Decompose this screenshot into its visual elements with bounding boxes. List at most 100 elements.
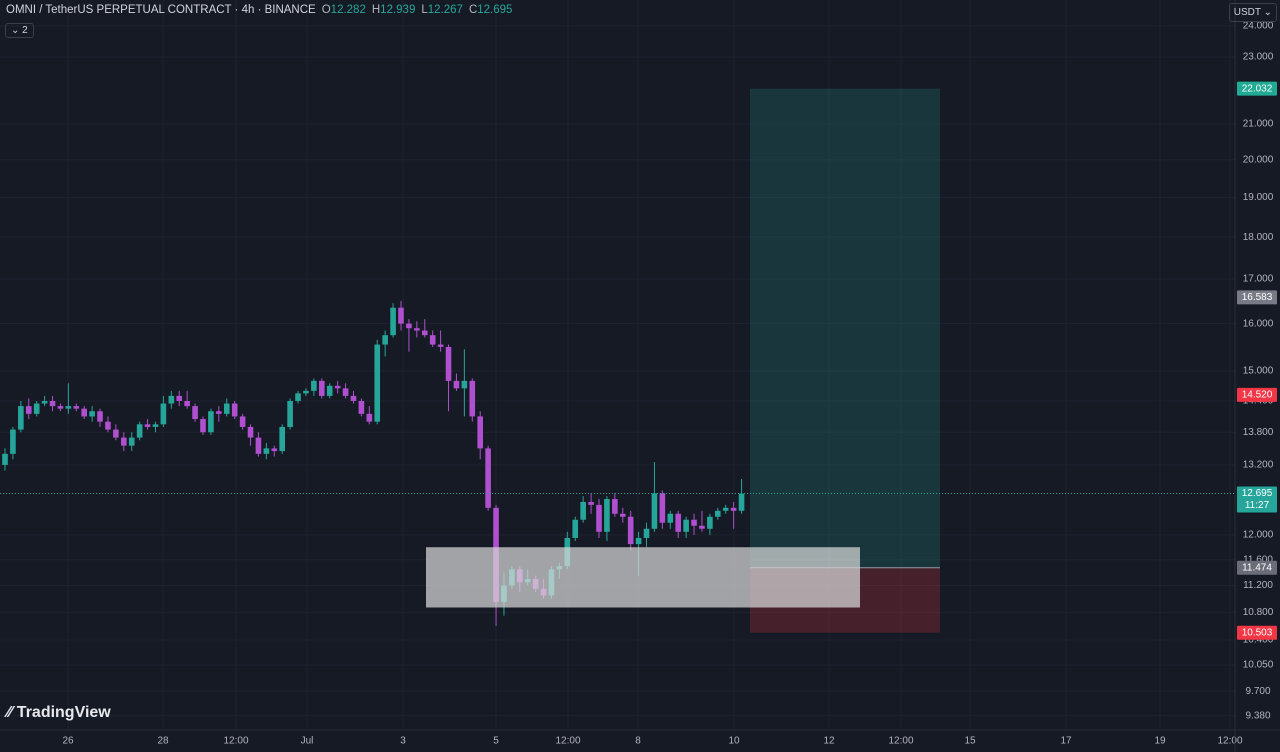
- supply-zone: [426, 547, 860, 608]
- candle-body: [453, 380, 460, 389]
- candle-body: [612, 499, 618, 514]
- x-tick-label: 28: [157, 736, 169, 747]
- price-badge-label: 14.520: [1242, 390, 1273, 401]
- candle-body: [730, 507, 737, 511]
- candle-body: [247, 426, 254, 438]
- candle-body: [588, 501, 594, 505]
- y-tick-label: 16.000: [1243, 318, 1274, 329]
- candle-body: [263, 448, 270, 454]
- candle-body: [627, 516, 634, 545]
- y-tick-label: 20.000: [1243, 154, 1274, 165]
- candle-body: [33, 403, 40, 414]
- candle-body: [635, 537, 642, 545]
- y-tick-label: 19.000: [1243, 192, 1274, 203]
- ohlc-key: O: [321, 4, 331, 16]
- x-tick-label: 5: [493, 736, 499, 747]
- price-badge-label: 22.032: [1242, 83, 1273, 94]
- y-tick-label: 9.700: [1245, 686, 1270, 697]
- indicator-count: 2: [22, 25, 28, 36]
- candle-body: [738, 493, 745, 511]
- candle-body: [604, 499, 610, 532]
- candle-body: [414, 328, 420, 331]
- candle-body: [659, 493, 666, 523]
- candle-body: [97, 411, 103, 422]
- candle-body: [2, 453, 8, 465]
- candle-body: [311, 380, 317, 391]
- candle-body: [390, 307, 396, 336]
- candle-body: [421, 330, 428, 336]
- y-tick-label: 15.000: [1243, 366, 1274, 377]
- candle-body: [350, 395, 357, 401]
- candle-body: [216, 411, 222, 414]
- candle-body: [580, 501, 586, 520]
- x-tick-label: 26: [62, 736, 74, 747]
- currency: USDT: [1233, 7, 1261, 18]
- candle-body: [675, 513, 681, 532]
- candle-body: [121, 437, 127, 446]
- candle-body: [722, 507, 729, 511]
- price-badge: [1237, 81, 1277, 96]
- candle-body: [469, 380, 476, 417]
- candle-body: [223, 403, 230, 414]
- candle-body: [25, 406, 32, 414]
- x-tick-label: 12: [823, 736, 835, 747]
- candle-body: [271, 448, 278, 452]
- candle-body: [160, 403, 167, 425]
- candle-body: [342, 388, 349, 396]
- candle-body: [287, 400, 293, 427]
- candle-body: [113, 429, 119, 438]
- candle-body: [319, 380, 325, 396]
- y-tick-label: 11.600: [1243, 554, 1273, 565]
- x-tick-label: 12:00: [555, 736, 580, 747]
- candle-body: [691, 519, 697, 526]
- currency-select[interactable]: USDT ⌄: [1228, 3, 1277, 22]
- brand: ⁄⁄ TradingView: [7, 704, 111, 721]
- candle-body: [382, 335, 388, 345]
- ohlc-value: 12.267: [427, 4, 463, 16]
- x-tick-label: 12:00: [223, 736, 248, 747]
- candle-body: [208, 411, 214, 433]
- candle-body: [57, 406, 64, 409]
- ohlc-value: 12.939: [380, 4, 416, 16]
- price-badge-label: 16.583: [1242, 292, 1273, 303]
- indicator-toggle[interactable]: ⌄ 2: [5, 23, 34, 38]
- candle-body: [255, 437, 262, 454]
- x-tick-label: 12:00: [888, 736, 913, 747]
- candle-body: [136, 424, 143, 438]
- x-tick-label: 12:00: [1217, 736, 1242, 747]
- candle-body: [366, 413, 373, 422]
- ohlc-key: C: [468, 4, 478, 16]
- symbol[interactable]: OMNI / TetherUS PERPETUAL CONTRACT · 4h …: [6, 4, 316, 16]
- candle-body: [374, 344, 381, 422]
- candle-body: [358, 400, 365, 414]
- x-tick-label: 15: [964, 736, 976, 747]
- candle-body: [406, 323, 412, 329]
- candle-body: [437, 344, 444, 347]
- candle-body: [49, 400, 56, 407]
- brand-text: TradingView: [16, 704, 111, 721]
- candle-body: [707, 516, 713, 529]
- candle-body: [231, 403, 238, 417]
- candle-body: [699, 525, 705, 529]
- y-tick-label: 24.000: [1243, 20, 1274, 31]
- candle-body: [596, 504, 602, 532]
- candle-body: [279, 426, 285, 452]
- candle-body: [651, 493, 658, 529]
- candle-body: [326, 385, 333, 396]
- candle-body: [445, 346, 452, 381]
- y-tick-label: 10.800: [1243, 607, 1274, 618]
- price-badge-label: 11.474: [1242, 562, 1272, 573]
- x-tick-label: 8: [635, 736, 641, 747]
- y-tick-label: 21.000: [1243, 119, 1274, 130]
- candle-body: [683, 519, 689, 532]
- y-tick-label: 17.000: [1243, 274, 1274, 285]
- candle-body: [485, 448, 491, 508]
- candle-body: [398, 307, 404, 324]
- x-tick-label: 10: [728, 736, 740, 747]
- candle-body: [429, 335, 436, 345]
- candle-body: [715, 510, 721, 517]
- y-tick-label: 18.000: [1243, 232, 1274, 243]
- ohlc-value: 12.695: [477, 4, 513, 16]
- ohlc-key: L: [421, 4, 428, 16]
